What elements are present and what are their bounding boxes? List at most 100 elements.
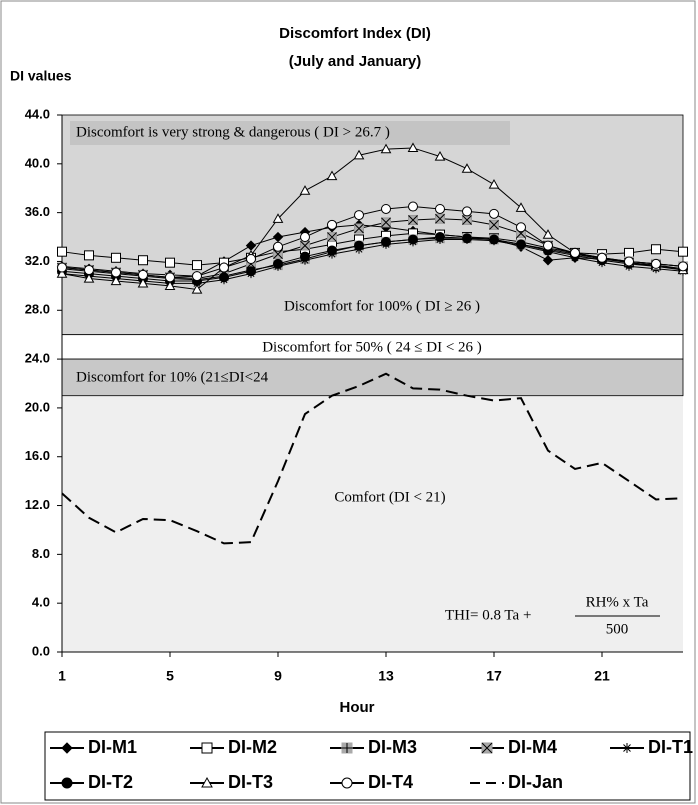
marker-part — [219, 272, 229, 283]
marker-part — [678, 261, 688, 272]
legend-label: DI-T3 — [228, 772, 273, 792]
point — [354, 223, 364, 234]
marker-part — [300, 251, 310, 262]
point — [327, 232, 337, 243]
marker-part — [111, 267, 121, 278]
point — [137, 277, 149, 288]
point — [624, 247, 634, 258]
point — [488, 179, 500, 189]
point — [84, 250, 94, 261]
marker-part — [354, 210, 364, 221]
point — [327, 219, 337, 230]
marker-part — [354, 240, 364, 251]
point — [381, 236, 391, 247]
point — [191, 283, 203, 294]
marker-part — [191, 283, 203, 294]
marker-part — [354, 223, 364, 234]
point — [165, 272, 175, 283]
marker-part — [651, 244, 661, 255]
legend-label: DI-T1 — [648, 737, 693, 757]
marker-part — [408, 201, 418, 212]
marker-part — [489, 234, 499, 245]
point — [381, 217, 391, 228]
point — [300, 251, 310, 262]
marker-part — [326, 170, 338, 181]
point — [272, 231, 284, 243]
point — [435, 232, 445, 243]
point — [516, 239, 526, 250]
marker-part — [381, 236, 391, 247]
point — [273, 258, 283, 269]
y-tick-label: 12.0 — [25, 497, 50, 512]
marker-part — [110, 275, 122, 286]
marker-part — [435, 232, 445, 243]
legend-marker — [201, 742, 213, 754]
marker-part — [408, 215, 418, 225]
marker-part — [381, 217, 391, 228]
y-tick-label: 0.0 — [32, 643, 50, 658]
annotation: Comfort (DI < 21) — [334, 489, 445, 505]
point — [299, 185, 311, 195]
annotation: Discomfort is very strong & dangerous ( … — [76, 124, 390, 140]
point — [111, 267, 121, 278]
y-axis-title: DI values — [10, 68, 72, 84]
point — [138, 269, 148, 280]
marker-part — [299, 185, 311, 195]
band-label: Discomfort for 100% ( DI ≥ 26 ) — [284, 298, 480, 314]
point — [678, 261, 688, 272]
marker-part — [61, 777, 73, 789]
marker-part — [651, 258, 661, 269]
marker-part — [462, 206, 472, 217]
point — [110, 275, 122, 286]
legend-label: DI-M2 — [228, 737, 277, 757]
marker-part — [570, 247, 580, 258]
marker-part — [542, 229, 554, 239]
point — [407, 142, 419, 153]
marker-part — [435, 213, 445, 224]
point — [381, 203, 391, 214]
marker-part — [137, 277, 149, 288]
legend-label: DI-M1 — [88, 737, 137, 757]
y-tick-label: 44.0 — [25, 106, 50, 121]
marker-part — [272, 231, 284, 243]
point — [353, 149, 365, 160]
marker-part — [272, 213, 284, 223]
point — [83, 273, 95, 283]
band-label: Discomfort for 50% ( 24 ≤ DI < 26 ) — [262, 339, 482, 355]
x-tick-label: 17 — [486, 668, 502, 684]
y-tick-label: 36.0 — [25, 204, 50, 219]
point — [542, 255, 554, 266]
point — [408, 214, 418, 225]
legend-label: DI-Jan — [508, 772, 563, 792]
legend-label: DI-M4 — [508, 737, 557, 757]
x-tick-label: 9 — [274, 668, 282, 684]
legend-box — [44, 731, 691, 801]
point — [435, 203, 445, 214]
point — [326, 170, 338, 181]
point — [462, 206, 472, 217]
marker-part — [327, 245, 337, 256]
marker-part — [462, 215, 472, 225]
legend-label: DI-M3 — [368, 737, 417, 757]
marker-part — [246, 254, 256, 265]
point — [192, 260, 202, 271]
marker-part — [84, 264, 94, 275]
point — [434, 150, 446, 161]
legend-label: DI-T2 — [88, 772, 133, 792]
point — [56, 268, 68, 278]
series-line — [61, 372, 684, 545]
band-label: Discomfort for 10% (21≤DI<24 — [76, 369, 269, 385]
marker-part — [327, 232, 337, 242]
marker-part — [489, 208, 499, 219]
point — [246, 266, 256, 277]
marker-part — [219, 262, 229, 273]
x-tick-label: 13 — [378, 668, 394, 684]
marker-part — [138, 255, 148, 266]
point — [461, 163, 473, 173]
point — [570, 247, 580, 258]
point — [678, 246, 688, 257]
legend-marker — [201, 776, 213, 788]
marker-part — [83, 273, 95, 283]
marker-part — [353, 149, 365, 160]
marker-part — [300, 232, 310, 243]
